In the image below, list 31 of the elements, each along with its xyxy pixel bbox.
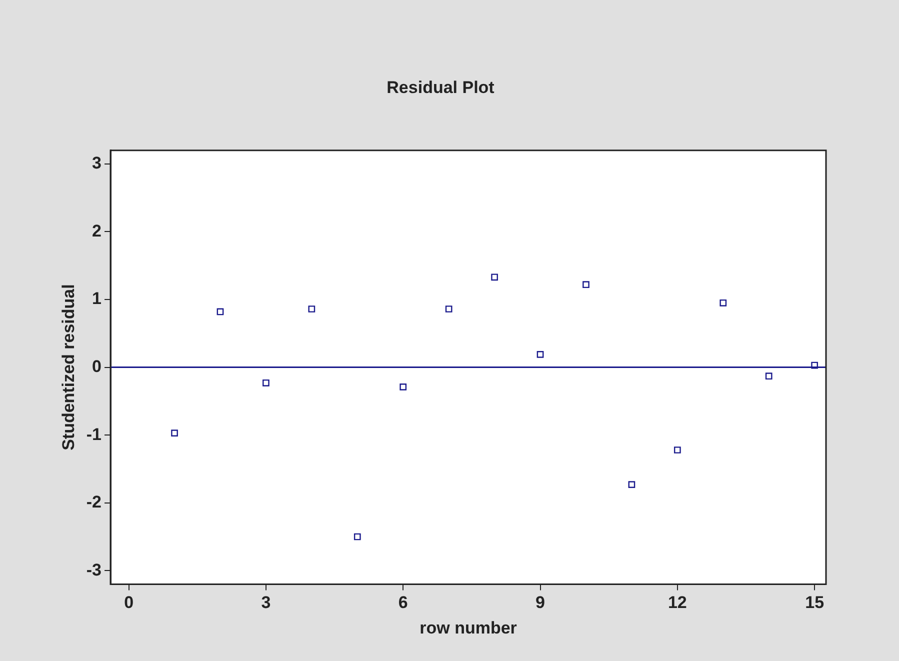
point bbox=[216, 308, 224, 316]
point bbox=[628, 481, 636, 488]
y-tick-label: 3 bbox=[92, 154, 102, 173]
y-tick-label: -1 bbox=[86, 424, 102, 444]
point bbox=[582, 281, 590, 288]
x-tick-label: 15 bbox=[805, 593, 824, 612]
chart-title: Residual Plot bbox=[386, 78, 495, 97]
x-tick-label: 12 bbox=[668, 593, 687, 612]
y-tick-label: 2 bbox=[92, 221, 102, 240]
point bbox=[491, 274, 498, 281]
point bbox=[445, 306, 452, 312]
point bbox=[811, 362, 818, 369]
x-axis-title: row number bbox=[420, 618, 518, 638]
point bbox=[765, 372, 772, 380]
point bbox=[536, 350, 544, 358]
x-tick-label: 3 bbox=[261, 593, 271, 612]
point bbox=[674, 446, 681, 454]
point bbox=[308, 306, 316, 312]
point bbox=[400, 384, 407, 390]
x-tick-label: 9 bbox=[536, 593, 545, 612]
x-tick-label: 0 bbox=[124, 593, 134, 612]
x-tick-label: 6 bbox=[398, 593, 408, 612]
y-tick-label: 1 bbox=[92, 289, 102, 308]
point bbox=[171, 430, 178, 436]
point bbox=[720, 299, 727, 306]
y-tick-label: -2 bbox=[86, 492, 102, 512]
y-tick-label: -3 bbox=[86, 560, 102, 580]
point bbox=[354, 533, 361, 540]
point bbox=[262, 379, 270, 386]
y-tick-label: 0 bbox=[92, 356, 102, 376]
y-axis-title: Studentized residual bbox=[58, 284, 78, 450]
